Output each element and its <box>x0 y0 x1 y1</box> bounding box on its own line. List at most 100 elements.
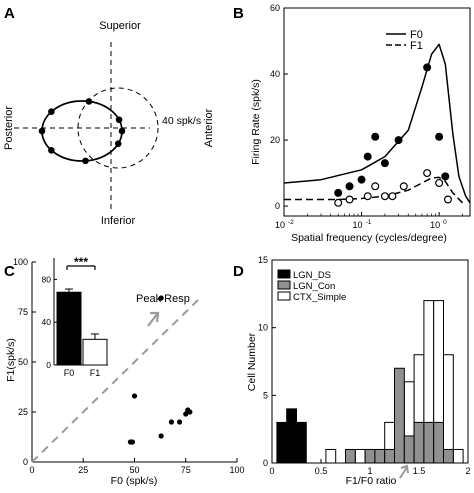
panel-d-bar-lgn-con <box>433 421 445 464</box>
panel-c-ytick-label: 50 <box>18 357 28 367</box>
panel-a-point-posterior-superior <box>48 108 55 116</box>
panel-b-ylabel: Firing Rate (spk/s) <box>250 79 262 165</box>
panel-d-bar-lgn-con <box>384 448 396 464</box>
panel-d-bar-lgn-con <box>345 448 356 464</box>
panel-b-ytick-label: 60 <box>270 3 280 13</box>
panel-b-point-f1 <box>334 198 343 207</box>
panel-a-point-superior <box>85 98 93 105</box>
inset-significance-stars: *** <box>74 255 88 269</box>
panel-c: C F1(spk/s) F0 (spk/s) Peak Resp 0 25 50 75… <box>4 255 245 487</box>
panel-b-point-f1 <box>345 195 354 204</box>
panel-a-point-posterior-inferior <box>48 146 55 154</box>
panel-b-point-f0 <box>380 159 389 168</box>
panel-b-xtick-label: 10 <box>430 220 440 230</box>
legend-swatch-lgn-con <box>277 280 291 290</box>
panel-b-point-f1 <box>371 182 380 191</box>
panel-d: D Cell Number F1/F0 ratio 0 5 10 15 0 0.5 1 1.5… <box>233 255 471 487</box>
arrow-shaft <box>147 312 159 327</box>
panel-b-point-f1 <box>435 178 444 187</box>
panel-c-point <box>131 393 138 399</box>
panel-b-axes-box <box>283 7 471 217</box>
panel-b-point-f1 <box>399 182 408 191</box>
legend-f0-label: F0 <box>410 29 423 41</box>
panel-c-point <box>158 295 164 301</box>
panel-b-legend: F0 F1 <box>386 29 423 52</box>
legend-label-ctx-simple: CTX_Simple <box>293 292 346 303</box>
panel-c-label: C <box>4 263 15 280</box>
panel-a-inferior-label: Inferior <box>101 215 136 227</box>
panel-d-bar-lgn-ds <box>286 408 298 464</box>
panel-d-bar-lgn-ds <box>296 421 307 464</box>
d-arrow-shaft <box>399 466 408 479</box>
panel-b-point-f0 <box>357 175 366 184</box>
legend-swatch-ctx-simple <box>277 291 291 301</box>
inset-category-label: F1 <box>90 368 101 378</box>
panel-c-point <box>168 419 174 425</box>
panel-c-xtick-label: 0 <box>29 465 34 475</box>
panel-b-point-f0 <box>345 182 354 191</box>
panel-b-point-f1 <box>423 169 432 178</box>
panel-d-xtick-label: 0.5 <box>315 466 328 476</box>
panel-d-bar-lgn-con <box>403 435 415 464</box>
panel-b-label: B <box>233 5 244 22</box>
panel-b-point-f1 <box>443 195 452 204</box>
panel-b-xtick-exponent: -1 <box>366 219 372 226</box>
panel-a-point-posterior <box>38 127 46 135</box>
panel-b-fit-curves <box>283 43 471 204</box>
inset-bar-f0 <box>56 291 82 366</box>
panel-b-point-f0 <box>441 172 450 181</box>
panel-c-xtick-label: 75 <box>181 465 191 475</box>
panel-c-xtick-label: 50 <box>129 465 139 475</box>
panel-d-ytick-label: 0 <box>263 458 268 468</box>
panel-d-label: D <box>233 263 244 280</box>
panel-a-superior-label: Superior <box>99 20 141 32</box>
panel-d-bar-lgn-con <box>443 448 454 464</box>
panel-b-xtick-label: 10 <box>275 220 285 230</box>
panel-d-bar-ctx-simple <box>354 448 366 464</box>
panel-a-dashed-tuning-circle <box>77 87 159 169</box>
panel-d-xtick-label: 1 <box>367 466 372 476</box>
panel-b-point-f0 <box>371 132 380 141</box>
panel-d-bar-lgn-con <box>374 448 386 464</box>
panel-c-point <box>183 411 189 417</box>
panel-a-point-anterior-superior <box>115 116 123 124</box>
panel-c-ytick-label: 0 <box>23 457 28 467</box>
arrow-head-icon <box>150 311 160 323</box>
panel-c-xtick-label: 100 <box>229 465 244 475</box>
panel-c-point <box>187 409 193 415</box>
panel-c-ticks: 0 25 50 75 100 0 25 50 75 100 <box>13 257 245 475</box>
panel-b-ytick-label: 40 <box>270 69 280 79</box>
panel-b-point-f0 <box>394 136 403 145</box>
panel-c-points <box>127 295 193 445</box>
panel-d-ylabel: Cell Number <box>246 332 258 391</box>
panel-a-point-anterior-inferior <box>114 140 122 147</box>
inset-ytick-label: 40 <box>42 317 52 327</box>
panel-d-xtick-label: 2 <box>465 466 470 476</box>
panel-d-bar-lgn-con <box>423 421 435 464</box>
panel-d-bar-ctx-simple <box>452 448 464 464</box>
panel-c-point <box>129 439 136 445</box>
panel-d-bar-ctx-simple <box>443 354 454 464</box>
panel-b-xtick-exponent: -2 <box>288 219 294 226</box>
panel-c-ytick-label: 75 <box>18 307 28 317</box>
panel-a-point-inferior <box>82 157 89 165</box>
panel-c-inset: 0 40 80 F0 F1 *** <box>42 255 108 378</box>
panel-b-ytick-label: 0 <box>275 201 280 211</box>
panel-c-arrow <box>147 311 160 327</box>
panel-d-xtick-label: 0 <box>269 466 274 476</box>
panel-d-xtick-label: 1.5 <box>413 466 426 476</box>
panel-a-anterior-label: Anterior <box>203 108 215 147</box>
panel-a-posterior-label: Posterior <box>3 106 15 150</box>
inset-ytick-label: 0 <box>46 360 51 370</box>
inset-ytick-label: 80 <box>42 274 52 284</box>
panel-d-ticks: 0 5 10 15 0 0.5 1 1.5 2 <box>258 255 471 476</box>
panel-c-xlabel: F0 (spk/s) <box>111 475 158 487</box>
inset-category-label: F0 <box>64 368 75 378</box>
panel-a: A Superior Inferior Posterior Anterior 4… <box>3 5 215 227</box>
panel-b-xtick-exponent: 0 <box>443 219 447 226</box>
panel-c-ylabel: F1(spk/s) <box>5 338 17 382</box>
panel-a-scale-label: 40 spk/s <box>162 115 201 127</box>
panel-b-ytick-label: 20 <box>270 135 280 145</box>
